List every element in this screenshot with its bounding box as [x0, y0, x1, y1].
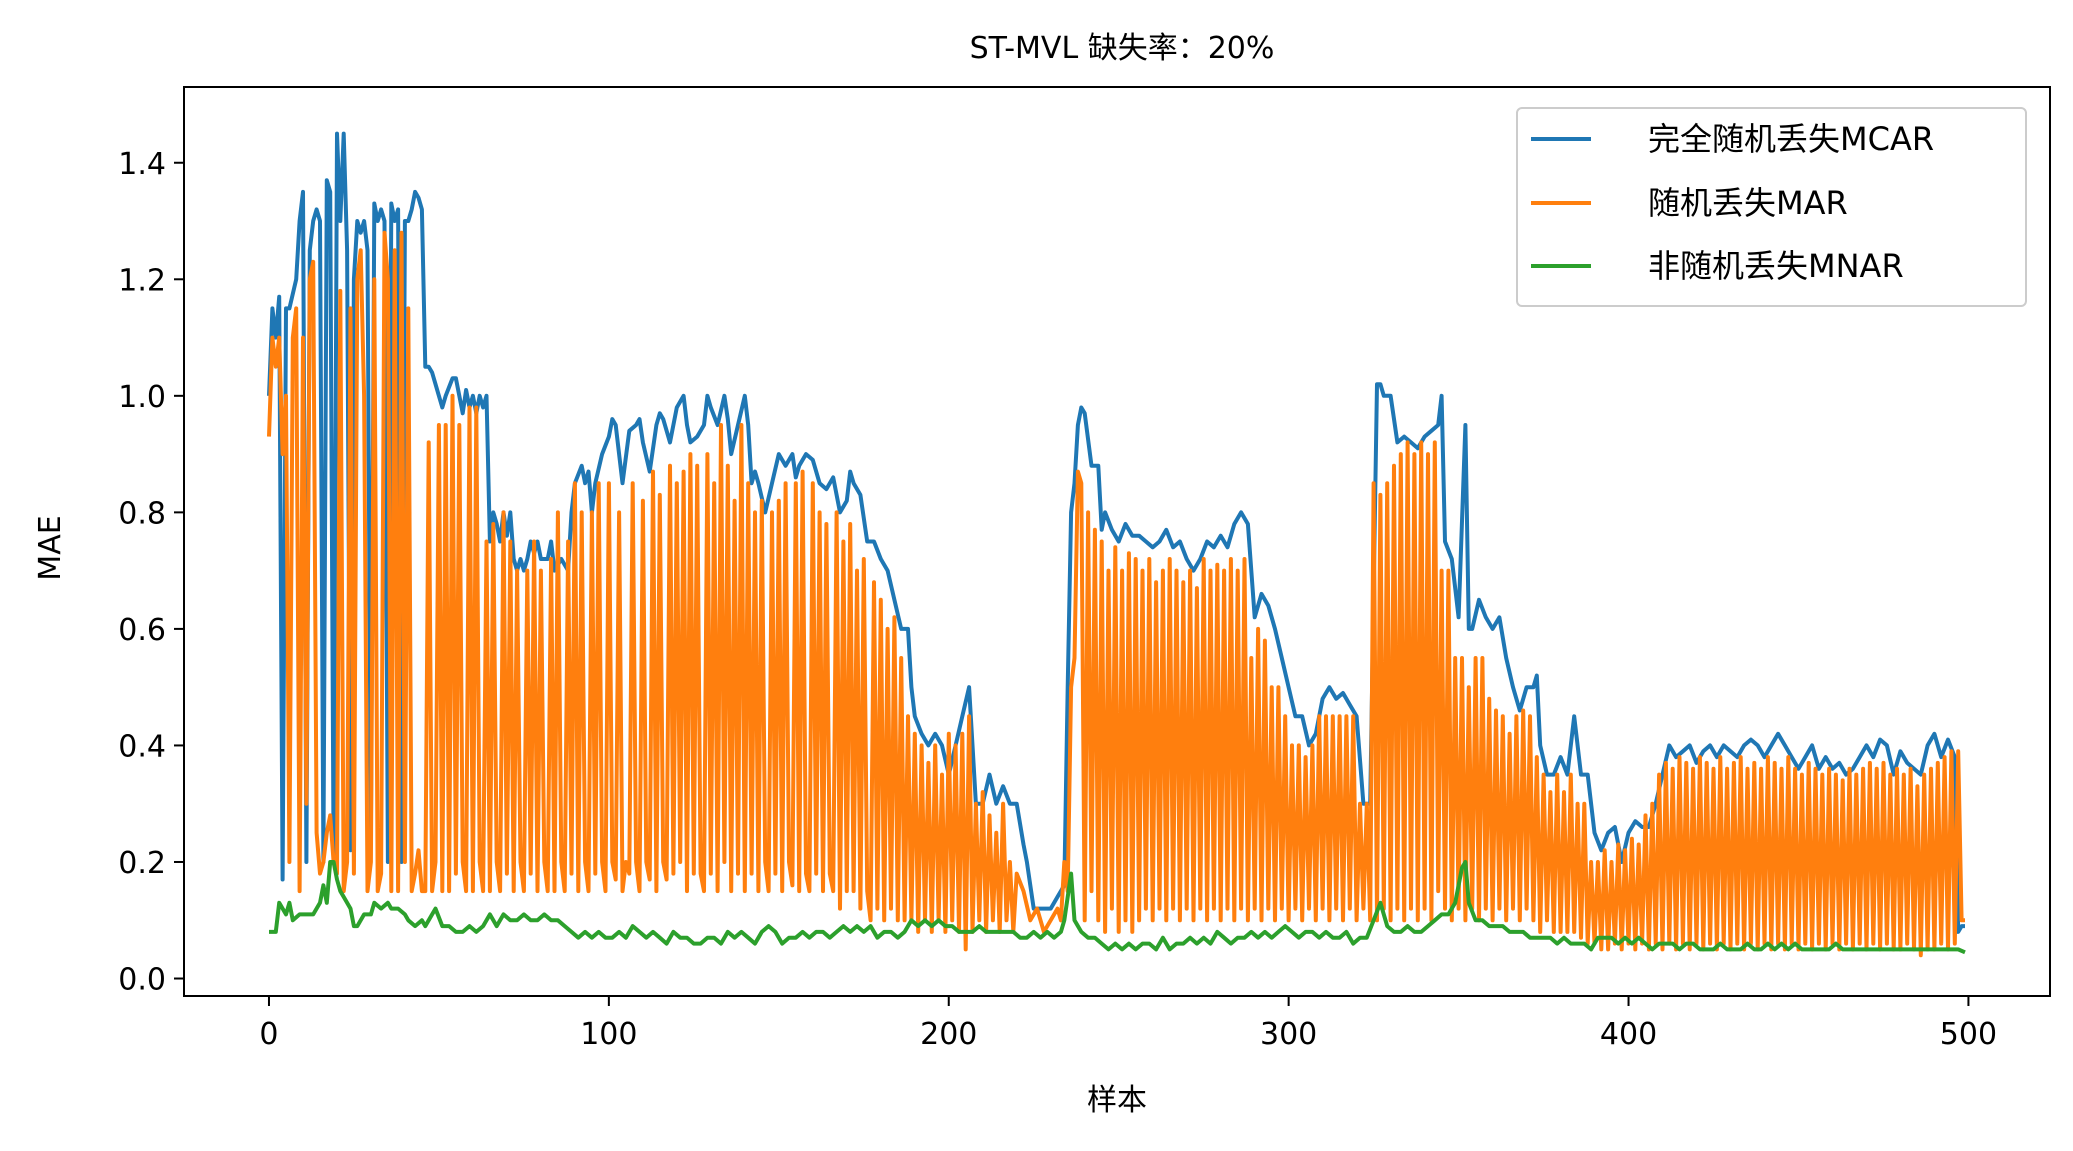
x-tick-label: 400 — [1600, 1017, 1657, 1052]
x-axis-label: 样本 — [1087, 1083, 1147, 1118]
legend-label-mar: 随机丢失MAR — [1648, 184, 1848, 222]
y-tick-label: 1.0 — [118, 380, 166, 415]
legend-label-mnar: 非随机丢失MNAR — [1648, 247, 1904, 285]
y-tick-label: 0.2 — [118, 846, 166, 881]
legend: 完全随机丢失MCAR 随机丢失MAR 非随机丢失MNAR — [1516, 107, 2027, 307]
x-tick-label: 200 — [920, 1017, 977, 1052]
y-tick-label: 0.6 — [118, 613, 166, 648]
y-axis: 0.0 0.2 0.4 0.6 0.8 1.0 1.2 1.4 — [118, 147, 184, 998]
series-layer — [267, 131, 1966, 958]
x-tick-label: 100 — [580, 1017, 637, 1052]
x-tick-label: 500 — [1940, 1017, 1997, 1052]
plot-frame — [183, 86, 2051, 997]
y-tick-label: 1.4 — [118, 147, 166, 182]
y-tick-label: 0.4 — [118, 729, 166, 764]
chart-title: ST-MVL 缺失率：20% — [970, 31, 1275, 66]
series-line-2 — [269, 860, 1966, 955]
series-line-1 — [267, 230, 1965, 958]
x-axis: 0 100 200 300 400 500 — [259, 996, 1997, 1052]
y-tick-label: 0.8 — [118, 496, 166, 531]
y-axis-label: MAE — [33, 515, 68, 580]
y-tick-label: 1.2 — [118, 263, 166, 298]
x-tick-label: 300 — [1260, 1017, 1317, 1052]
y-tick-label: 0.0 — [118, 963, 166, 998]
legend-box — [1516, 107, 2027, 307]
x-tick-label: 0 — [259, 1017, 278, 1052]
legend-label-mcar: 完全随机丢失MCAR — [1648, 120, 1934, 158]
